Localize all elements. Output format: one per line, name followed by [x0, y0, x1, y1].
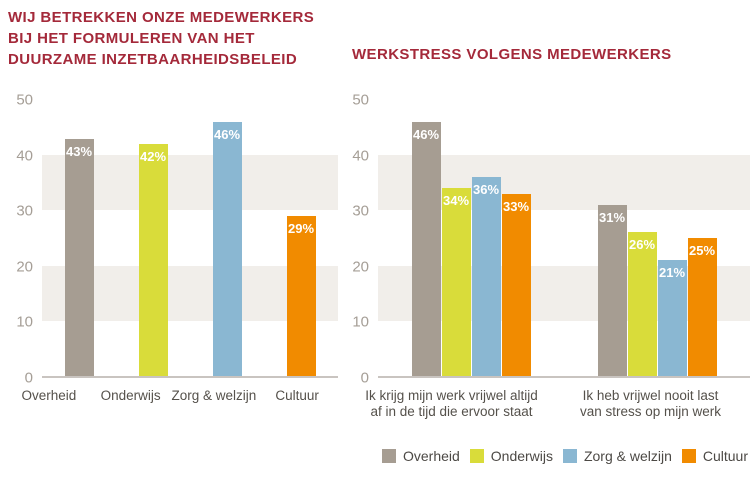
legend: Overheid Onderwijs Zorg & welzijn Cultuu… — [382, 448, 748, 464]
bar-zorg-welzijn: 36% — [471, 177, 501, 376]
y-tick-label: 0 — [360, 369, 369, 387]
bar-group: 46% — [212, 100, 242, 376]
y-tick-label: 50 — [16, 91, 33, 109]
bar-groups: 46% 34% 36% 33% 31% 26% 21% 25% — [378, 100, 750, 376]
bar-value-label: 34% — [442, 193, 470, 209]
bar-cultuur: 33% — [501, 193, 531, 376]
x-axis-label: Cultuur — [275, 388, 319, 403]
bar-onderwijs: 42% — [138, 144, 168, 376]
y-axis: 0 10 20 30 40 50 — [352, 93, 378, 386]
y-tick-label: 10 — [352, 313, 369, 331]
legend-swatch-onderwijs — [469, 449, 484, 463]
bar-value-label: 25% — [688, 243, 716, 258]
chart-title-left: WIJ BETREKKEN ONZE MEDEWERKERS BIJ HET F… — [8, 0, 338, 100]
y-tick-label: 20 — [352, 258, 369, 276]
y-tick-label: 30 — [16, 202, 33, 220]
bar-onderwijs: 34% — [441, 188, 471, 376]
bar-cultuur: 25% — [687, 238, 717, 376]
y-tick-label: 10 — [16, 313, 33, 331]
plot-area: 46% 34% 36% 33% 31% 26% 21% 25% — [378, 100, 750, 378]
y-tick-label: 0 — [24, 369, 33, 387]
plot-area: 43% 42% 46% 29% — [42, 100, 338, 378]
x-axis-label: Zorg & welzijn — [171, 388, 257, 403]
y-tick-label: 40 — [16, 147, 33, 165]
legend-swatch-overheid — [382, 449, 396, 463]
y-axis: 0 10 20 30 40 50 — [8, 93, 42, 386]
x-axis-label: Ik krijg mijn werk vrijwel altijd af in d… — [365, 388, 538, 419]
legend-item-onderwijs: Onderwijs — [469, 448, 554, 464]
bar-value-label: 36% — [472, 182, 500, 198]
bar-value-label: 46% — [213, 127, 241, 143]
chart-medewerkers-betrekken: WIJ BETREKKEN ONZE MEDEWERKERS BIJ HET F… — [8, 0, 338, 464]
x-labels: Ik krijg mijn werk vrijwel altijd af in d… — [352, 388, 750, 420]
bar-value-label: 42% — [139, 149, 167, 165]
chart-title-line: WERKSTRESS VOLGENS MEDEWERKERS — [352, 46, 672, 63]
legend-swatch-zorg-welzijn — [562, 449, 577, 463]
bar-group: 42% — [138, 100, 168, 376]
bar-groups: 43% 42% 46% 29% — [42, 100, 338, 376]
x-axis-label: Onderwijs — [100, 388, 161, 403]
legend-item-cultuur: Cultuur — [681, 448, 748, 464]
bar-value-label: 43% — [65, 143, 93, 159]
bar-zorg-welzijn: 21% — [657, 260, 687, 376]
x-axis-label: Ik heb vrijwel nooit last van stress op m… — [579, 388, 722, 419]
y-tick-label: 30 — [352, 202, 369, 220]
bar-value-label: 29% — [287, 220, 315, 236]
legend-label: Zorg & welzijn — [583, 448, 672, 464]
bar-value-label: 46% — [412, 127, 440, 143]
chart-title-line: WIJ BETREKKEN ONZE MEDEWERKERS — [8, 9, 315, 26]
plot-wrap: 0 10 20 30 40 50 43% 42% 46% 29% — [8, 93, 338, 386]
y-tick-label: 20 — [16, 258, 33, 276]
bar-group: 46% 34% 36% 33% — [411, 100, 531, 376]
bar-overheid: 46% — [411, 122, 441, 376]
bar-value-label: 31% — [598, 209, 626, 225]
chart-title-right: WERKSTRESS VOLGENS MEDEWERKERS — [352, 0, 750, 100]
bar-value-label: 33% — [502, 198, 530, 214]
y-tick-label: 50 — [352, 91, 369, 109]
bar-cultuur: 29% — [286, 215, 316, 376]
chart-title-line: DUURZAME INZETBAARHEIDSBELEID — [8, 51, 298, 68]
bar-zorg-welzijn: 46% — [212, 122, 242, 376]
bar-overheid: 43% — [64, 138, 94, 376]
legend-label: Onderwijs — [490, 448, 554, 464]
legend-label: Cultuur — [702, 448, 748, 464]
legend-item-overheid: Overheid — [382, 448, 460, 464]
bar-value-label: 21% — [658, 265, 686, 281]
legend-swatch-cultuur — [681, 449, 696, 463]
bar-onderwijs: 26% — [627, 232, 657, 376]
chart-werkstress: WERKSTRESS VOLGENS MEDEWERKERS 0 10 20 30 40… — [352, 0, 750, 464]
bar-overheid: 31% — [597, 204, 627, 376]
plot-wrap: 0 10 20 30 40 50 46% 34% 36% 33% 31% 26% 21% 25% — [352, 93, 750, 386]
bar-group: 43% — [64, 100, 94, 376]
legend-label: Overheid — [403, 448, 460, 464]
bar-group: 29% — [286, 100, 316, 376]
bar-value-label: 26% — [628, 237, 656, 253]
chart-title-line: BIJ HET FORMULEREN VAN HET — [8, 30, 255, 47]
legend-item-zorg-welzijn: Zorg & welzijn — [562, 448, 672, 464]
x-labels: Overheid Onderwijs Zorg & welzijn Cultuur — [8, 388, 338, 404]
bar-group: 31% 26% 21% 25% — [597, 100, 717, 376]
y-tick-label: 40 — [352, 147, 369, 165]
x-axis-label: Overheid — [21, 388, 77, 403]
infographic-charts: WIJ BETREKKEN ONZE MEDEWERKERS BIJ HET F… — [8, 0, 750, 464]
